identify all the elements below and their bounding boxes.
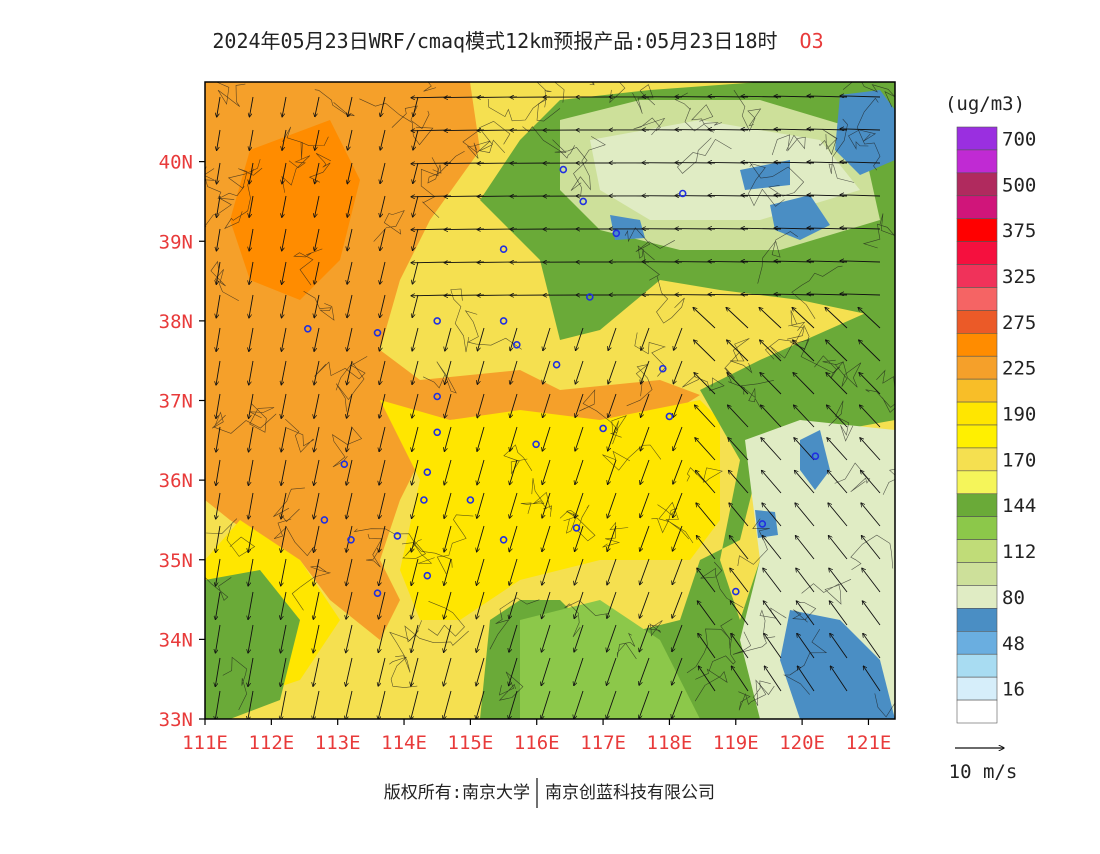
legend-color-bin	[957, 494, 997, 517]
legend-color-bin	[957, 379, 997, 402]
legend-color-bin	[957, 654, 997, 677]
legend-bin-label: 170	[1002, 449, 1036, 471]
map-panel: 111E 112E 113E 114E 115E 116E 117E 118E 119E 120E…	[156, 35, 919, 754]
legend-bin-label: 144	[1002, 495, 1036, 517]
legend-color-bin	[957, 173, 997, 196]
legend-color-bin	[957, 563, 997, 586]
wind-scale-key: 10 m/s	[949, 748, 1018, 783]
legend-color-bin	[957, 219, 997, 242]
latitude-tick-label: 34N	[159, 629, 193, 651]
legend-unit: (ug/m3)	[945, 93, 1025, 115]
copyright-right: 南京创蓝科技有限公司	[545, 783, 715, 803]
figure-title: 2024年05月23日WRF/cmaq模式12km预报产品:05月23日18时	[212, 29, 777, 53]
legend-color-bin	[957, 425, 997, 448]
legend-color-bin	[957, 242, 997, 265]
legend-color-bin	[957, 540, 997, 563]
longitude-tick-label: 116E	[514, 732, 560, 754]
legend-color-bin	[957, 356, 997, 379]
longitude-tick-label: 111E	[182, 732, 228, 754]
legend-color-bin	[957, 402, 997, 425]
legend-color-bin	[957, 585, 997, 608]
copyright-footer: 版权所有:南京大学 南京创蓝科技有限公司	[384, 778, 715, 808]
wind-scale-label: 10 m/s	[949, 761, 1018, 783]
legend-color-bin	[957, 608, 997, 631]
legend-color-bin	[957, 700, 997, 723]
longitude-tick-label: 121E	[846, 732, 892, 754]
longitude-tick-label: 120E	[779, 732, 825, 754]
legend-bin-label: 225	[1002, 358, 1036, 380]
latitude-tick-label: 37N	[159, 391, 193, 413]
copyright-left: 版权所有:南京大学	[384, 783, 530, 803]
legend-bin-label: 48	[1002, 633, 1025, 655]
legend-color-bin	[957, 127, 997, 150]
legend-color-bin	[957, 333, 997, 356]
latitude-tick-label: 39N	[159, 231, 193, 253]
longitude-tick-label: 119E	[713, 732, 759, 754]
legend-bin-label: 190	[1002, 404, 1036, 426]
longitude-tick-label: 117E	[580, 732, 626, 754]
longitude-tick-label: 114E	[381, 732, 427, 754]
legend-color-bin	[957, 517, 997, 540]
longitude-tick-label: 113E	[315, 732, 361, 754]
svg-text:2024年05月23日WRF/cmaq模式12km预报产品:: 2024年05月23日WRF/cmaq模式12km预报产品:05月23日18时 …	[212, 29, 823, 53]
legend-color-bin	[957, 448, 997, 471]
longitude-tick-label: 112E	[248, 732, 294, 754]
latitude-tick-label: 33N	[159, 709, 193, 731]
legend-bin-label: 112	[1002, 541, 1036, 563]
longitude-axis: 111E 112E 113E 114E 115E 116E 117E 118E 119E 120E…	[182, 719, 891, 754]
latitude-tick-label: 38N	[159, 311, 193, 333]
legend-color-bin	[957, 265, 997, 288]
legend-color-bin	[957, 196, 997, 219]
legend-bin-label: 500	[1002, 174, 1036, 196]
species-label: O3	[800, 29, 824, 53]
color-legend: (ug/m3) 700 500 375 325 275 225 190 170 144 112 80…	[945, 93, 1036, 783]
longitude-tick-label: 118E	[647, 732, 693, 754]
latitude-tick-label: 35N	[159, 550, 193, 572]
ozone-64-zone-inlet	[755, 510, 778, 538]
legend-color-bin	[957, 310, 997, 333]
legend-color-bin	[957, 631, 997, 654]
latitude-tick-label: 36N	[159, 470, 193, 492]
legend-color-bin	[957, 677, 997, 700]
boundary-line	[540, 58, 594, 84]
legend-bin-label: 325	[1002, 266, 1036, 288]
legend-bin-label: 700	[1002, 128, 1036, 150]
legend-bin-label: 275	[1002, 312, 1036, 334]
ozone-concentration-field	[205, 82, 895, 719]
legend-color-bin	[957, 150, 997, 173]
latitude-axis: 33N 34N 35N 36N 37N 38N 39N 40N	[159, 152, 205, 731]
legend-color-bin	[957, 287, 997, 310]
legend-bin-label: 375	[1002, 220, 1036, 242]
legend-bin-label: 16	[1002, 679, 1025, 701]
latitude-tick-label: 40N	[159, 152, 193, 174]
legend-bin-label: 80	[1002, 587, 1025, 609]
longitude-tick-label: 115E	[448, 732, 494, 754]
legend-color-bin	[957, 471, 997, 494]
